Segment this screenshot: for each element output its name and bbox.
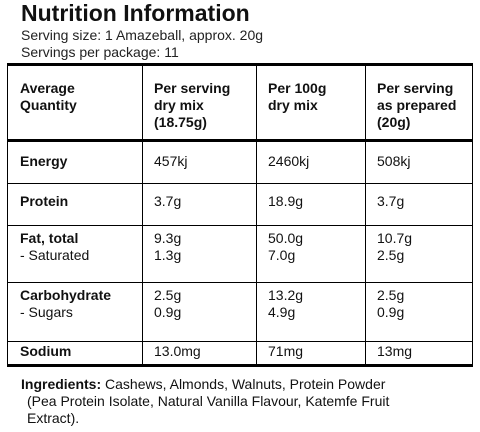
- panel-title: Nutrition Information: [21, 0, 250, 26]
- energy-per-serving-prepared: 508kj: [377, 153, 411, 169]
- column-divider: [256, 66, 257, 364]
- column-divider: [142, 66, 143, 364]
- ingredients-line-2: (Pea Protein Isolate, Natural Vanilla Fl…: [27, 393, 390, 409]
- energy-per-100g: 2460kj: [268, 153, 310, 169]
- ingredients-text-1: Cashews, Almonds, Walnuts, Protein Powde…: [101, 376, 386, 392]
- row-label-carbohydrate: Carbohydrate - Sugars: [20, 287, 111, 321]
- servings-per-package: Servings per package: 11: [21, 44, 179, 60]
- header-quantity: Average Quantity: [20, 80, 77, 113]
- row-divider: [8, 225, 472, 226]
- fat-per-serving-dry: 9.3g 1.3g: [154, 230, 182, 263]
- ingredients-line-1: Ingredients: Cashews, Almonds, Walnuts, …: [21, 376, 461, 393]
- row-label-protein: Protein: [20, 193, 69, 209]
- header-per-100g: Per 100g dry mix: [268, 80, 327, 113]
- carbohydrate-per-100g: 13.2g 4.9g: [268, 287, 304, 320]
- sugars-label: - Sugars: [20, 304, 73, 320]
- ingredients-line-3: Extract).: [27, 410, 80, 426]
- sodium-per-100g: 71mg: [268, 343, 304, 359]
- sodium-per-serving-dry: 13.0mg: [154, 343, 201, 359]
- row-label-sodium: Sodium: [20, 343, 72, 359]
- protein-per-serving-prepared: 3.7g: [377, 193, 405, 209]
- sodium-per-serving-prepared: 13mg: [377, 343, 413, 359]
- carbohydrate-per-serving-dry: 2.5g 0.9g: [154, 287, 182, 320]
- header-per-serving-prepared: Per serving as prepared (20g): [377, 80, 457, 130]
- saturated-label: - Saturated: [20, 247, 90, 263]
- fat-per-100g: 50.0g 7.0g: [268, 230, 304, 263]
- ingredients-label: Ingredients:: [21, 376, 102, 392]
- column-divider: [365, 66, 366, 364]
- energy-per-serving-dry: 457kj: [154, 153, 188, 169]
- carbohydrate-label: Carbohydrate: [20, 287, 112, 303]
- fat-total-label: Fat, total: [20, 230, 79, 246]
- row-label-fat: Fat, total - Saturated: [20, 230, 89, 264]
- fat-per-serving-prepared: 10.7g 2.5g: [377, 230, 413, 263]
- header-per-serving-dry: Per serving dry mix (18.75g): [154, 80, 231, 130]
- row-divider: [8, 282, 472, 283]
- row-label-energy: Energy: [20, 153, 68, 169]
- nutrition-table: Average Quantity Per serving dry mix (18…: [7, 63, 473, 367]
- serving-size: Serving size: 1 Amazeball, approx. 20g: [21, 27, 264, 43]
- row-divider: [8, 183, 472, 184]
- header-divider: [8, 139, 472, 142]
- row-divider: [8, 341, 472, 342]
- protein-per-100g: 18.9g: [268, 193, 304, 209]
- protein-per-serving-dry: 3.7g: [154, 193, 182, 209]
- carbohydrate-per-serving-prepared: 2.5g 0.9g: [377, 287, 405, 320]
